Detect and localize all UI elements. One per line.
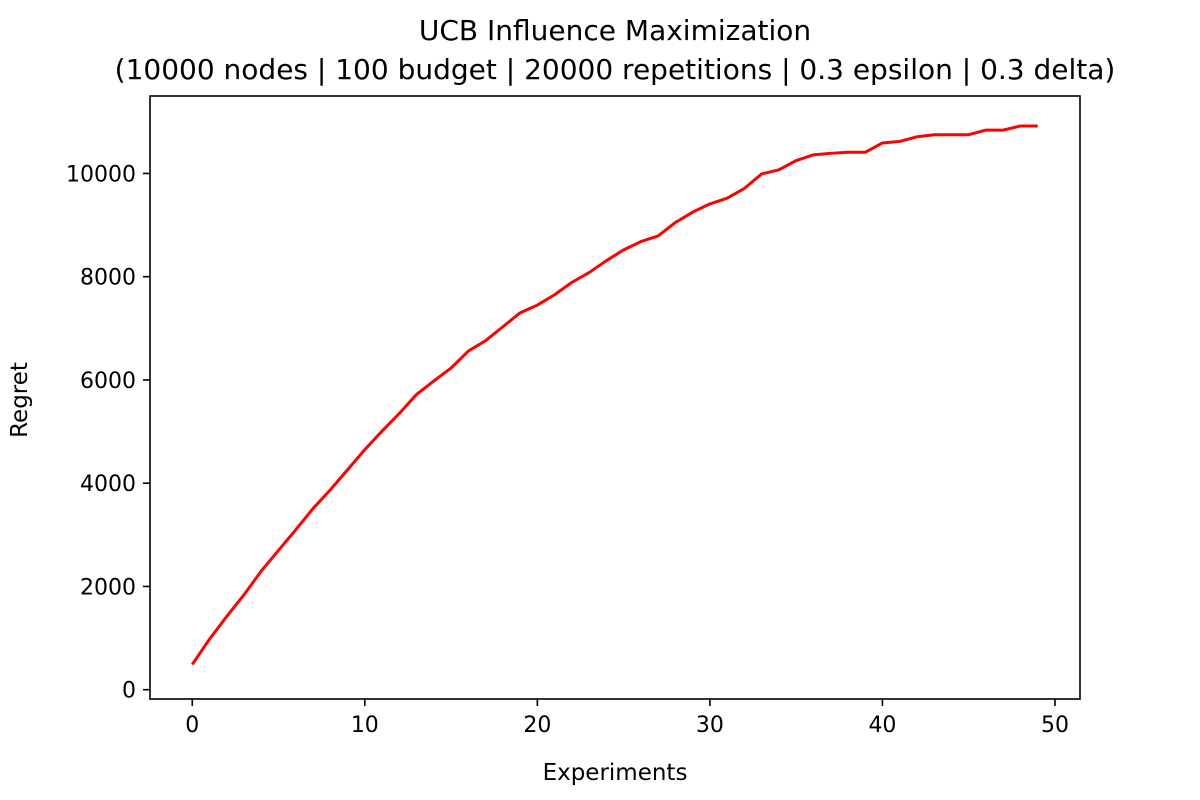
plot-area: 0 10 20 30 40 50 0 2000 4000 6000 8000 10000 [66, 95, 1081, 738]
y-tick-label-5: 10000 [66, 162, 136, 187]
x-tick-label-1: 10 [351, 713, 379, 738]
chart-title: UCB Influence Maximization [419, 14, 811, 47]
x-tick-label-2: 20 [523, 713, 551, 738]
x-tick-label-5: 50 [1041, 713, 1069, 738]
x-tick-label-3: 30 [696, 713, 724, 738]
chart-subtitle: (10000 nodes | 100 budget | 20000 repeti… [115, 53, 1116, 86]
x-tick-label-0: 0 [185, 713, 199, 738]
plot-frame [149, 95, 1081, 700]
y-tick-label-4: 8000 [80, 266, 136, 291]
x-tick-label-4: 40 [868, 713, 896, 738]
y-tick-label-1: 2000 [80, 575, 136, 600]
y-axis-label: Regret [7, 362, 33, 438]
y-tick-label-3: 6000 [80, 369, 136, 394]
y-tick-label-0: 0 [122, 679, 136, 704]
y-tick-label-2: 4000 [80, 472, 136, 497]
series-line-0 [191, 124, 1038, 666]
x-axis-label: Experiments [543, 760, 688, 786]
